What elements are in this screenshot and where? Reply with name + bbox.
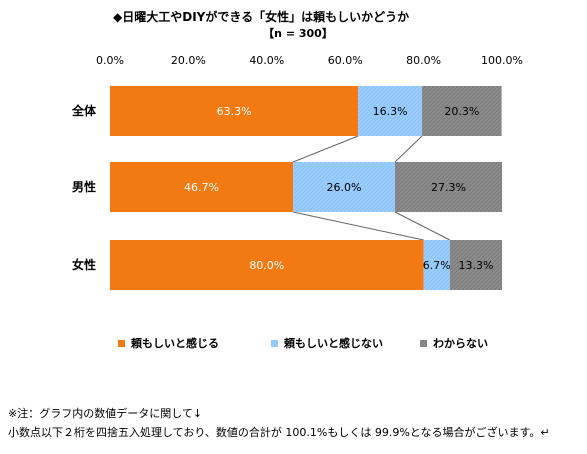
legend-label: 頼もしいと感じる (130, 336, 219, 350)
chart-title: ◆日曜大工やDIYができる「女性」は頼もしいかどうか (113, 9, 409, 24)
legend: 頼もしいと感じる 頼もしいと感じない わからない (118, 336, 488, 350)
x-tick-label: 20.0% (171, 54, 206, 67)
connector-line (394, 135, 423, 163)
connector-line (394, 211, 451, 241)
data-label: 46.7% (184, 181, 219, 194)
bar-segment (110, 86, 359, 136)
connector-lines (292, 135, 451, 241)
data-label: 16.3% (373, 105, 408, 118)
legend-swatch (420, 340, 427, 347)
chart-subtitle: 【n = 300】 (263, 27, 333, 40)
legend-label: わからない (433, 337, 488, 350)
x-tick-label: 40.0% (249, 54, 284, 67)
data-label: 6.7% (423, 259, 451, 272)
x-tick-label: 80.0% (406, 54, 441, 67)
data-label: 63.3% (217, 105, 252, 118)
data-label: 13.3% (458, 259, 493, 272)
x-tick-label: 0.0% (96, 54, 124, 67)
bar-segment (449, 240, 502, 290)
bar-segment (110, 240, 424, 290)
data-label: 26.0% (327, 181, 362, 194)
data-label: 27.3% (431, 181, 466, 194)
data-label: 20.3% (444, 105, 479, 118)
x-tick-label: 100.0% (481, 54, 523, 67)
category-label: 女性 (72, 257, 96, 272)
note-line-1: ※注：グラフ内の数値データに関して↓ (8, 407, 203, 420)
data-label: 80.0% (249, 259, 284, 272)
bar-segment (358, 86, 423, 136)
bar-segment (423, 240, 450, 290)
category-label: 全体 (71, 103, 97, 118)
bar-segment (293, 162, 395, 212)
bars-group: 63.3% 16.3% 20.3% 46.7% 26.0% 27.3% 80.0% 6.7% 1… (110, 86, 502, 290)
connector-line (292, 211, 424, 241)
bar-segment (394, 162, 502, 212)
note-line-2: 小数点以下２桁を四捨五入処理しており、数値の合計が 100.1%もしくは 99.… (8, 426, 550, 439)
legend-swatch (118, 340, 125, 347)
bar-segment (422, 86, 502, 136)
connector-line (292, 135, 359, 163)
bar-segment (110, 162, 294, 212)
x-tick-label: 60.0% (328, 54, 363, 67)
legend-label: 頼もしいと感じない (283, 336, 383, 350)
x-axis: 0.0% 20.0% 40.0% 60.0% 80.0% 100.0% (96, 54, 523, 67)
legend-swatch (271, 340, 278, 347)
category-label: 男性 (72, 179, 96, 194)
